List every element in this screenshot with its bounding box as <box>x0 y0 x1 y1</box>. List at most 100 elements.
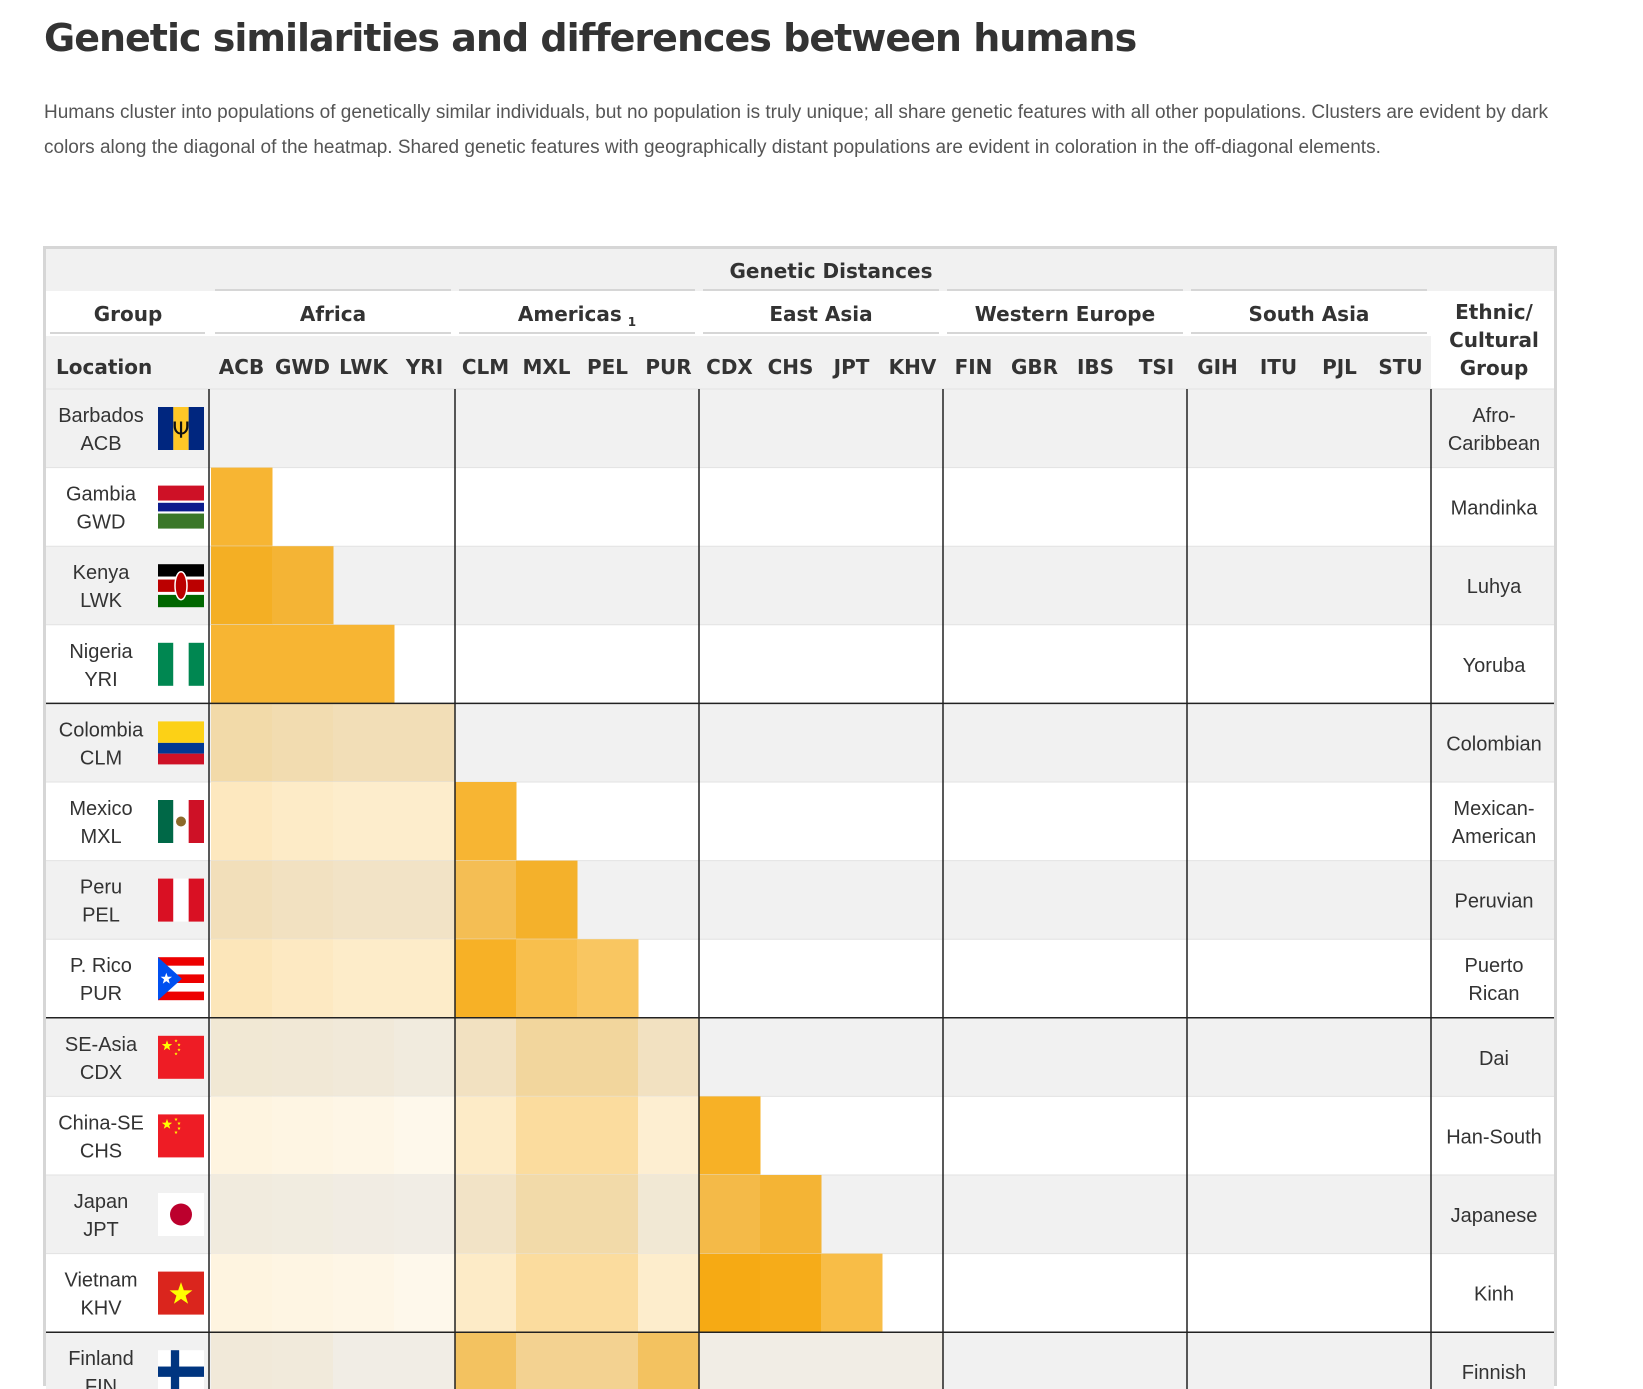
china-flag-icon <box>174 1130 178 1134</box>
china-flag-icon <box>177 1048 181 1052</box>
region-footnote-mark: 1 <box>628 315 636 329</box>
peru-flag-icon <box>158 878 174 922</box>
heat-cell <box>394 782 456 862</box>
heat-cell <box>577 939 639 1019</box>
row-ethnic-group: Rican <box>1468 983 1519 1005</box>
heat-cell <box>699 1253 761 1333</box>
heat-cell <box>638 1332 700 1389</box>
region-header: Americas 1 <box>518 302 636 329</box>
heat-cell <box>211 467 273 547</box>
heat-cell <box>516 1332 578 1389</box>
row-location: SE-Asia <box>65 1034 138 1056</box>
group-header: Group <box>94 302 163 326</box>
column-code-header: PEL <box>587 355 628 379</box>
heat-cell <box>272 1253 334 1333</box>
puerto-rico-flag-icon <box>158 983 204 992</box>
heat-cell <box>333 939 395 1019</box>
heat-cell <box>638 1017 700 1097</box>
heat-cell <box>577 1096 639 1176</box>
row-ethnic-group: Han-South <box>1446 1126 1542 1148</box>
heat-cell <box>211 1332 273 1389</box>
column-code-header: CHS <box>768 355 814 379</box>
row-location: Mexico <box>69 798 132 820</box>
page-title: Genetic similarities and differences bet… <box>44 16 1137 60</box>
heat-cell <box>211 546 273 626</box>
puerto-rico-flag-icon <box>160 972 172 984</box>
china-flag-icon <box>174 1052 178 1056</box>
column-code-header: GWD <box>275 355 330 379</box>
heat-cell <box>577 1253 639 1333</box>
heat-cell <box>455 1175 517 1255</box>
kenya-flag-icon <box>174 570 188 601</box>
heat-cell <box>516 1175 578 1255</box>
puerto-rico-flag-icon <box>158 957 182 1001</box>
heat-cell <box>333 624 395 704</box>
column-code-header: YRI <box>405 355 443 379</box>
heat-cell <box>577 1332 639 1389</box>
column-code-header: LWK <box>339 355 389 379</box>
row-ethnic-group: Dai <box>1479 1048 1509 1070</box>
column-code-header: PJL <box>1322 355 1357 379</box>
region-header: Western Europe <box>975 302 1155 326</box>
row-code: MXL <box>80 826 121 848</box>
column-header-bg <box>46 336 1431 389</box>
heat-cell <box>455 782 517 862</box>
ethnic-header-line: Cultural <box>1449 328 1539 352</box>
barbados-flag-icon: Ψ <box>172 419 189 444</box>
colombia-flag-icon <box>158 753 204 765</box>
china-flag-icon <box>161 1118 173 1129</box>
heat-cell <box>394 1096 456 1176</box>
column-code-header: STU <box>1378 355 1422 379</box>
heat-cell <box>699 1096 761 1176</box>
row-location: Japan <box>74 1191 129 1213</box>
heat-cell <box>333 1175 395 1255</box>
heat-cell <box>516 1017 578 1097</box>
heat-cell <box>211 782 273 862</box>
china-flag-icon <box>158 1114 204 1158</box>
column-code-header: ACB <box>219 355 264 379</box>
heat-cell <box>394 860 456 940</box>
row-code: CDX <box>80 1062 122 1084</box>
heat-cell <box>272 939 334 1019</box>
heat-cell <box>211 624 273 704</box>
heat-cell <box>455 1096 517 1176</box>
row-ethnic-group: Mandinka <box>1451 498 1539 520</box>
mexico-flag-icon <box>176 816 186 827</box>
puerto-rico-flag-icon <box>158 991 204 1001</box>
column-code-header: ITU <box>1260 355 1297 379</box>
peru-flag-icon <box>173 878 189 922</box>
heatmap-frame: Genetic Distances Africa Americas 1 East Asi… <box>43 246 1557 1389</box>
heat-cell <box>455 939 517 1019</box>
heat-cell <box>516 1253 578 1333</box>
barbados-flag-icon <box>158 407 174 450</box>
column-code-header: IBS <box>1077 355 1114 379</box>
heat-cell <box>455 860 517 940</box>
heat-cell <box>760 1253 822 1333</box>
nigeria-flag-icon <box>188 642 204 686</box>
heat-cell <box>394 1017 456 1097</box>
super-header-bg <box>46 249 1554 291</box>
heat-cell <box>821 1332 883 1389</box>
heat-cell <box>638 1096 700 1176</box>
finland-flag-icon <box>158 1366 204 1377</box>
row-location: Colombia <box>59 719 144 741</box>
heat-cell <box>211 1017 273 1097</box>
row-code: YRI <box>84 669 117 691</box>
china-flag-icon <box>177 1121 181 1125</box>
barbados-flag-icon <box>188 407 204 450</box>
location-header: Location <box>56 355 152 379</box>
column-code-header: FIN <box>955 355 993 379</box>
row-ethnic-group: Yoruba <box>1463 655 1527 677</box>
heat-cell <box>394 703 456 783</box>
row-location: P. Rico <box>70 955 132 977</box>
column-code-header: CLM <box>462 355 509 379</box>
china-flag-icon <box>174 1039 178 1043</box>
heat-cell <box>394 1175 456 1255</box>
heat-cell <box>272 624 334 704</box>
heat-cell <box>333 1017 395 1097</box>
heat-cell <box>821 1253 883 1333</box>
barbados-flag-icon <box>173 407 189 450</box>
heat-cell <box>333 1332 395 1389</box>
row-ethnic-group: Afro- <box>1472 405 1515 427</box>
heat-cell <box>455 1332 517 1389</box>
